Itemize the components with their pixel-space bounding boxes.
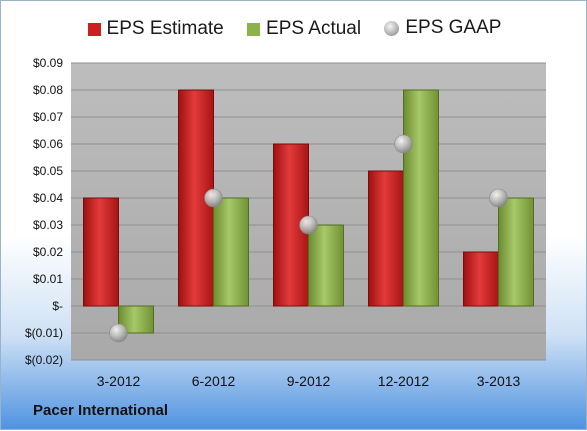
x-tick-label: 3-2013 [477,373,521,389]
y-tick-label: $0.09 [33,56,63,70]
marker-eps-gaap [204,188,223,208]
legend-swatch-gaap [384,20,400,36]
legend: EPS Estimate EPS Actual EPS GAAP [1,17,587,42]
y-tick-label: $0.02 [33,245,63,259]
bar-eps-estimate [368,170,404,307]
marker-eps-gaap [299,215,318,235]
y-tick-label: $0.04 [33,191,63,205]
marker-eps-gaap [489,188,508,208]
bar-eps-estimate [178,89,214,307]
y-tick-label: $0.06 [33,137,63,151]
company-name: Pacer International [33,402,169,419]
y-tick-label: $(0.02) [25,353,63,367]
legend-label-actual: EPS Actual [266,18,362,39]
bar-eps-actual [498,197,534,307]
legend-item-actual: EPS Actual [247,18,361,40]
bar-eps-estimate [83,197,119,307]
x-tick-label: 9-2012 [287,373,331,389]
legend-item-gaap: EPS GAAP [384,17,501,39]
y-tick-label: $(0.01) [25,326,63,340]
legend-item-estimate: EPS Estimate [87,18,224,40]
legend-swatch-estimate [87,22,101,36]
x-tick-label: 12-2012 [378,373,430,389]
marker-eps-gaap [109,323,128,343]
y-tick-label: $0.08 [33,83,63,97]
bar-eps-actual [213,197,249,307]
bar-eps-actual [308,224,344,307]
y-tick-label: $0.01 [33,272,63,286]
y-tick-label: $0.07 [33,110,63,124]
x-tick-label: 3-2012 [97,373,141,389]
x-tick-label: 6-2012 [192,373,236,389]
bar-eps-estimate [463,251,499,307]
legend-label-gaap: EPS GAAP [405,17,502,38]
y-tick-label: $- [52,299,63,313]
legend-label-estimate: EPS Estimate [106,18,224,39]
legend-swatch-actual [247,22,261,36]
y-tick-label: $0.03 [33,218,63,232]
y-tick-label: $0.05 [33,164,63,178]
marker-eps-gaap [394,134,413,154]
bar-eps-actual [403,89,439,307]
